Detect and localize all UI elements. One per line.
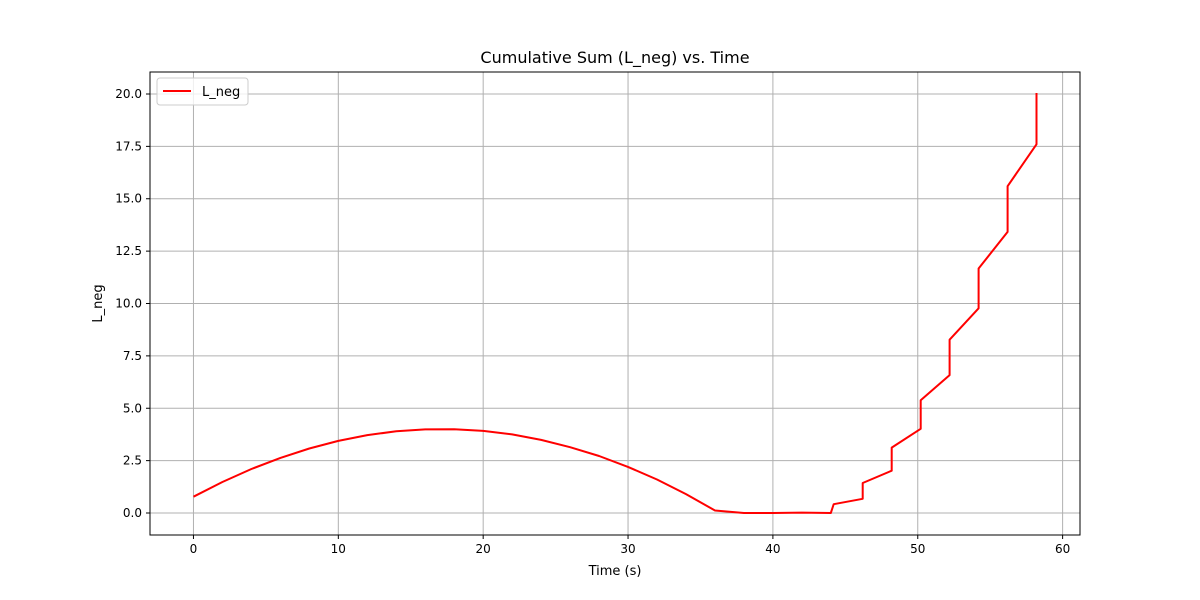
y-axis-label: L_neg xyxy=(91,284,106,322)
y-tick-label: 0.0 xyxy=(123,506,142,520)
plot-area xyxy=(193,93,1038,514)
legend-box xyxy=(156,77,249,106)
y-tick-label: 7.5 xyxy=(123,349,142,363)
y-axis-ticks: 0.0 2.5 5.0 7.5 10.0 12.5 15.0 17.5 20.0 xyxy=(115,87,150,520)
y-tick-label: 12.5 xyxy=(115,244,142,258)
x-tick-label: 0 xyxy=(190,542,198,556)
y-tick-label: 20.0 xyxy=(115,87,142,101)
x-axis-label: Time (s) xyxy=(588,564,642,579)
grid xyxy=(150,72,1080,535)
x-tick-label: 40 xyxy=(765,542,780,556)
x-axis-ticks: 0 10 20 30 40 50 60 xyxy=(190,535,1070,556)
x-tick-label: 60 xyxy=(1055,542,1070,556)
x-tick-label: 30 xyxy=(620,542,635,556)
x-tick-label: 20 xyxy=(476,542,491,556)
y-tick-label: 2.5 xyxy=(123,454,142,468)
y-tick-label: 10.0 xyxy=(115,297,142,311)
legend: L_neg xyxy=(156,77,249,106)
y-tick-label: 15.0 xyxy=(115,192,142,206)
legend-label-l-neg: L_neg xyxy=(202,85,240,100)
series-line-l-neg xyxy=(193,93,1038,514)
x-tick-label: 10 xyxy=(331,542,346,556)
x-tick-label: 50 xyxy=(910,542,925,556)
chart-title: Cumulative Sum (L_neg) vs. Time xyxy=(480,48,749,68)
y-tick-label: 17.5 xyxy=(115,139,142,153)
y-tick-label: 5.0 xyxy=(123,401,142,415)
